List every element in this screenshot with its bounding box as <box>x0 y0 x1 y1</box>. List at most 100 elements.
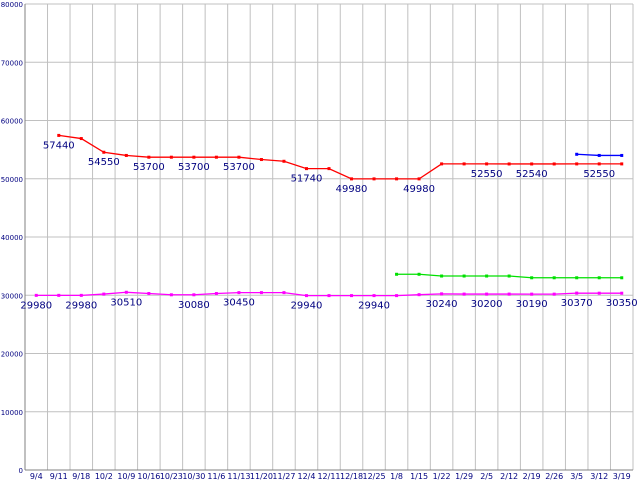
series-0-point-13 <box>327 167 331 171</box>
series-0-point-4 <box>124 153 128 157</box>
x-tick-label-22: 2/19 <box>523 472 541 480</box>
series-0-point-12 <box>304 167 308 171</box>
x-tick-label-26: 3/19 <box>613 472 631 480</box>
x-tick-label-1: 9/11 <box>50 472 68 480</box>
series-0-point-1 <box>57 133 61 137</box>
x-tick-label-10: 11/20 <box>250 472 273 480</box>
data-label-14: 30080 <box>178 300 210 311</box>
y-axis-tick-labels: 0 10000 20000 30000 40000 50000 60000 70000 8000… <box>1 1 23 475</box>
series-0-point-23 <box>552 162 556 166</box>
grid-lines <box>24 3 634 471</box>
x-tick-label-23: 2/26 <box>545 472 563 480</box>
series-3-point-25 <box>597 291 601 295</box>
x-tick-label-25: 3/12 <box>590 472 608 480</box>
data-label-2: 53700 <box>133 162 165 173</box>
data-label-22: 30350 <box>606 298 638 309</box>
series-0-point-17 <box>417 177 421 181</box>
x-tick-label-21: 2/12 <box>500 472 518 480</box>
data-labels: 57440 54550 53700 53700 53700 51740 49980 49980… <box>20 140 637 311</box>
series-3-point-15 <box>372 294 376 298</box>
x-axis-tick-labels: 9/4 9/11 9/18 10/2 10/9 10/16 10/23 10/30 11/6 11… <box>30 472 631 480</box>
series-0-point-16 <box>395 177 399 181</box>
x-tick-label-0: 9/4 <box>30 472 43 480</box>
data-label-13: 30510 <box>110 297 142 308</box>
series-2-point-18 <box>440 274 444 278</box>
data-label-9: 52540 <box>516 169 548 180</box>
series-2-point-24 <box>575 276 579 280</box>
series-0-point-24 <box>575 162 579 166</box>
series-3-point-23 <box>552 292 556 296</box>
series-3-point-1 <box>57 293 61 297</box>
series-0-point-11 <box>282 159 286 163</box>
series-0-point-15 <box>372 177 376 181</box>
data-label-10: 52550 <box>583 169 615 180</box>
series-1-point-25 <box>597 153 601 157</box>
series-3-point-22 <box>530 292 534 296</box>
series-0-point-18 <box>440 162 444 166</box>
series-0-point-19 <box>462 162 466 166</box>
series-0-point-21 <box>507 162 511 166</box>
series-0-point-3 <box>102 150 106 154</box>
series-0-point-7 <box>192 155 196 159</box>
series-3-point-17 <box>417 293 421 297</box>
series-3-point-7 <box>192 293 196 297</box>
series-0-line-0 <box>58 134 622 180</box>
series-3-point-21 <box>507 292 511 296</box>
series-2-point-19 <box>462 274 466 278</box>
y-tick-label-4: 40000 <box>1 234 23 242</box>
x-tick-label-18: 1/22 <box>433 472 451 480</box>
series-1-point-24 <box>575 152 579 156</box>
series-0-point-5 <box>147 155 151 159</box>
x-tick-label-14: 12/18 <box>340 472 363 480</box>
series-3-point-16 <box>395 294 399 298</box>
data-label-4: 53700 <box>223 162 255 173</box>
series-0-point-6 <box>169 155 173 159</box>
y-tick-label-0: 0 <box>19 467 23 475</box>
series-0-point-9 <box>237 155 241 159</box>
series-2-point-21 <box>507 274 511 278</box>
y-tick-label-1: 10000 <box>1 409 23 417</box>
x-tick-label-6: 10/23 <box>160 472 183 480</box>
data-label-0: 57440 <box>43 140 75 151</box>
series-3-point-19 <box>462 292 466 296</box>
data-label-18: 30240 <box>426 299 458 310</box>
series-2-point-17 <box>417 272 421 276</box>
series-3-point-11 <box>282 291 286 295</box>
series-3-point-10 <box>259 291 263 295</box>
x-tick-label-8: 11/6 <box>207 472 225 480</box>
x-tick-label-9: 11/13 <box>227 472 250 480</box>
series-2-point-22 <box>530 276 534 280</box>
series-0-point-20 <box>485 162 489 166</box>
x-tick-label-2: 9/18 <box>72 472 90 480</box>
x-tick-label-17: 1/15 <box>410 472 428 480</box>
series-2-point-25 <box>597 276 601 280</box>
data-label-16: 29940 <box>291 301 323 312</box>
series-0-point-22 <box>530 162 534 166</box>
x-tick-label-16: 1/8 <box>390 472 403 480</box>
data-label-21: 30370 <box>561 298 593 309</box>
series-3-point-5 <box>147 292 151 296</box>
y-tick-label-2: 20000 <box>1 351 23 359</box>
series-2-point-23 <box>552 276 556 280</box>
series-3-point-3 <box>102 292 106 296</box>
data-label-5: 51740 <box>291 174 323 185</box>
data-label-17: 29940 <box>358 301 390 312</box>
series-0-point-10 <box>259 158 263 162</box>
x-tick-label-15: 12/25 <box>363 472 386 480</box>
series-3-point-6 <box>169 293 173 297</box>
x-tick-label-19: 1/29 <box>455 472 473 480</box>
series-0-point-26 <box>620 162 624 166</box>
data-label-11: 29980 <box>20 300 52 311</box>
x-tick-label-11: 11/27 <box>272 472 295 480</box>
data-label-20: 30190 <box>516 299 548 310</box>
data-label-1: 54550 <box>88 157 120 168</box>
series-3-point-2 <box>79 293 83 297</box>
y-tick-label-7: 70000 <box>1 59 23 67</box>
data-label-15: 30450 <box>223 298 255 309</box>
y-tick-label-6: 60000 <box>1 118 23 126</box>
x-tick-label-20: 2/5 <box>480 472 493 480</box>
series-3-point-4 <box>124 290 128 294</box>
series-3-point-14 <box>350 294 354 298</box>
series-0-point-25 <box>597 162 601 166</box>
